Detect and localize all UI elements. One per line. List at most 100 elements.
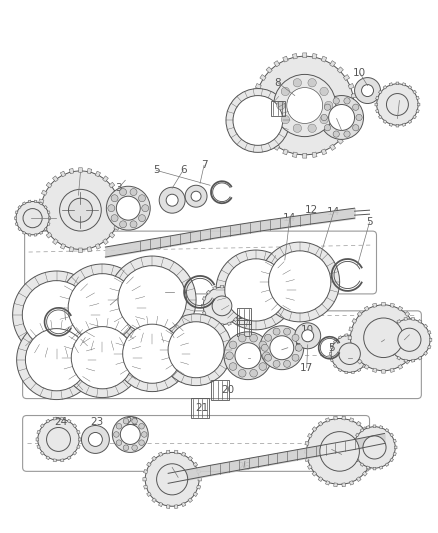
Circle shape	[138, 195, 145, 201]
Polygon shape	[274, 61, 280, 67]
Circle shape	[320, 87, 328, 95]
Text: 26: 26	[237, 462, 251, 472]
Circle shape	[233, 95, 283, 146]
Polygon shape	[266, 138, 272, 144]
Polygon shape	[220, 285, 224, 288]
Circle shape	[88, 432, 102, 447]
Polygon shape	[373, 467, 376, 470]
Polygon shape	[227, 322, 231, 326]
Circle shape	[398, 328, 421, 351]
Circle shape	[160, 314, 232, 385]
Polygon shape	[152, 456, 156, 461]
Circle shape	[229, 341, 237, 349]
Polygon shape	[117, 199, 122, 204]
Circle shape	[260, 326, 304, 370]
Text: 1: 1	[27, 213, 34, 223]
Polygon shape	[39, 202, 43, 205]
Polygon shape	[397, 356, 401, 360]
Circle shape	[224, 332, 272, 379]
Polygon shape	[330, 345, 333, 349]
Polygon shape	[325, 481, 330, 485]
Circle shape	[281, 87, 290, 95]
Polygon shape	[330, 61, 336, 67]
Circle shape	[364, 318, 403, 358]
Polygon shape	[15, 223, 18, 225]
Polygon shape	[370, 457, 374, 462]
Polygon shape	[109, 182, 115, 188]
Polygon shape	[334, 483, 337, 487]
Circle shape	[277, 101, 285, 110]
Circle shape	[116, 440, 122, 446]
Polygon shape	[15, 211, 18, 214]
Circle shape	[259, 341, 267, 349]
Polygon shape	[390, 303, 394, 308]
Polygon shape	[415, 336, 419, 340]
Polygon shape	[95, 244, 101, 249]
Circle shape	[270, 336, 294, 360]
Polygon shape	[233, 290, 238, 294]
Circle shape	[350, 305, 417, 371]
Text: 14: 14	[112, 293, 125, 303]
Polygon shape	[227, 286, 231, 290]
Polygon shape	[18, 228, 21, 231]
Polygon shape	[353, 453, 356, 456]
Circle shape	[353, 104, 359, 110]
Polygon shape	[413, 90, 417, 94]
Polygon shape	[188, 498, 193, 503]
Polygon shape	[117, 217, 122, 222]
Text: 5: 5	[153, 165, 159, 175]
Circle shape	[283, 328, 290, 335]
Polygon shape	[375, 103, 378, 106]
Text: 12: 12	[305, 205, 318, 215]
Polygon shape	[333, 340, 337, 343]
Polygon shape	[353, 439, 356, 442]
Text: 7: 7	[201, 160, 207, 171]
Polygon shape	[49, 217, 51, 220]
Polygon shape	[333, 364, 337, 368]
Polygon shape	[252, 103, 257, 108]
Polygon shape	[34, 200, 37, 203]
Circle shape	[123, 445, 129, 450]
Polygon shape	[337, 67, 343, 73]
Polygon shape	[416, 96, 419, 100]
Circle shape	[265, 354, 272, 361]
Polygon shape	[390, 433, 393, 437]
Polygon shape	[312, 53, 317, 59]
Text: 14: 14	[327, 207, 340, 217]
Polygon shape	[46, 182, 52, 188]
Text: 16: 16	[341, 353, 354, 363]
Polygon shape	[78, 168, 82, 172]
Polygon shape	[60, 417, 64, 420]
Circle shape	[159, 187, 185, 213]
Bar	[211, 379, 229, 400]
Polygon shape	[95, 171, 101, 177]
Polygon shape	[351, 113, 357, 118]
Polygon shape	[371, 450, 375, 453]
Polygon shape	[212, 286, 216, 290]
Polygon shape	[36, 438, 39, 441]
Circle shape	[120, 189, 127, 196]
Polygon shape	[78, 438, 81, 441]
Polygon shape	[429, 338, 432, 341]
Circle shape	[142, 205, 149, 212]
Polygon shape	[348, 84, 354, 89]
Bar	[237, 308, 251, 324]
Polygon shape	[220, 324, 224, 326]
Polygon shape	[102, 239, 108, 245]
Circle shape	[130, 189, 137, 196]
Circle shape	[17, 320, 96, 400]
Circle shape	[250, 334, 258, 342]
Polygon shape	[67, 419, 71, 423]
Polygon shape	[364, 365, 369, 369]
Polygon shape	[330, 359, 333, 362]
Bar	[237, 320, 251, 336]
Circle shape	[116, 424, 122, 429]
Circle shape	[114, 316, 190, 392]
Polygon shape	[366, 359, 369, 362]
Polygon shape	[44, 206, 47, 209]
Polygon shape	[197, 485, 201, 489]
Polygon shape	[53, 176, 58, 182]
Polygon shape	[366, 426, 370, 429]
Circle shape	[293, 78, 301, 87]
Circle shape	[281, 115, 290, 124]
